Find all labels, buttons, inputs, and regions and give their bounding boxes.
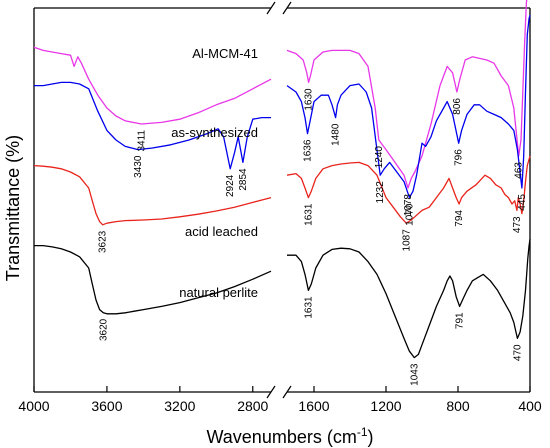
peak-label: 2854 [238, 168, 249, 191]
spectrum-line-3-right [287, 239, 531, 359]
x-tick-label: 3200 [164, 398, 195, 414]
peak-label: 1070 [404, 203, 415, 226]
peak-label: 445 [517, 194, 528, 211]
peak-label: 1078 [403, 194, 414, 217]
series-label: Al-MCM-41 [192, 46, 258, 61]
x-tick-label: 2800 [237, 398, 268, 414]
spectrum-line-0-left [33, 46, 272, 125]
spectrum-line-2-right [286, 155, 531, 224]
series-label: as-synthesized [171, 125, 258, 140]
peak-label: 3411 [136, 130, 147, 152]
spectrum-line-1-right [286, 15, 531, 199]
y-axis-title: Transmittance (%) [3, 135, 23, 281]
peak-label: 1631 [303, 203, 314, 226]
x-axis-title: Wavenumbers (cm-1) [206, 425, 373, 447]
x-tick-label: 800 [446, 398, 470, 414]
plot-frame [33, 7, 531, 393]
series-label: acid leached [185, 224, 258, 239]
peak-label: 1636 [303, 139, 314, 162]
spectrum-line-1-left [34, 81, 271, 170]
peak-label: 794 [454, 210, 465, 227]
peak-labels: 3411 1630 1240 1078 806 463 3430 2924 2854 1636 14… [98, 88, 528, 386]
peak-label: 3620 [98, 318, 109, 341]
peak-label: 791 [455, 312, 466, 329]
spectra-traces [33, 0, 531, 359]
x-tick-label: 4000 [18, 398, 49, 414]
series-labels: Al-MCM-41 as-synthesized acid leached natur… [171, 46, 258, 300]
peak-label: 1630 [304, 88, 315, 111]
peak-label: 1240 [374, 146, 385, 169]
peak-label: 2924 [225, 174, 236, 197]
peak-label: 796 [454, 149, 465, 166]
peak-label: 1480 [331, 123, 342, 146]
x-axis-ticks: 4000 3600 3200 2800 1600 1200 800 400 [18, 386, 542, 414]
x-tick-label: 1600 [298, 398, 329, 414]
peak-label: 470 [512, 344, 523, 361]
peak-label: 1232 [375, 181, 386, 204]
spectrum-line-0-right [286, 0, 528, 189]
axis-break-marks [266, 1, 292, 399]
peak-label: 1631 [303, 296, 314, 319]
break-mark-bottom [266, 385, 276, 399]
peak-label: 463 [514, 162, 525, 179]
peak-label: 3623 [98, 230, 109, 253]
break-mark-top [282, 1, 292, 15]
x-tick-label: 1200 [370, 398, 401, 414]
spectrum-line-3-left [34, 244, 272, 315]
series-label: natural perlite [179, 285, 258, 300]
x-tick-label: 3600 [91, 398, 122, 414]
x-tick-label: 400 [518, 398, 542, 414]
break-mark-top [266, 1, 276, 15]
peak-label: 1043 [409, 363, 420, 386]
break-mark-bottom [282, 385, 292, 399]
peak-label: 473 [512, 216, 523, 233]
peak-label: 806 [452, 98, 463, 115]
spectrum-line-2-left [33, 164, 272, 226]
peak-label: 3430 [133, 155, 144, 178]
peak-label: 1087 [401, 229, 412, 252]
